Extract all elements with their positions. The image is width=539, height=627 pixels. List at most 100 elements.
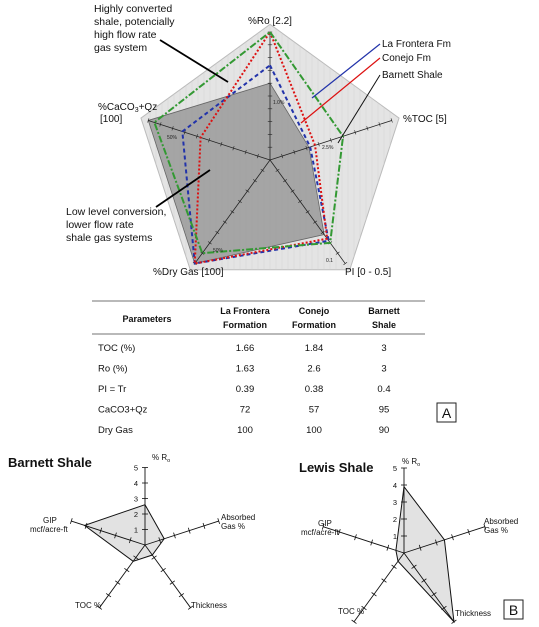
radar-axis-tick [237, 199, 242, 203]
table-cell: 95 [379, 405, 390, 416]
radar-axis-labels-top: %Ro [2.2] %TOC [5] PI [0 - 0.5] %Dry Gas… [98, 16, 447, 278]
radar-axis-tick [321, 523, 325, 530]
barnett-axis-label-toc: TOC % [75, 601, 101, 610]
annotation-low-conversion-1: Low level conversion, [66, 206, 166, 218]
table-row-label: Dry Gas [98, 425, 133, 436]
table-cell: 100 [237, 425, 253, 436]
lewis-axis-label-toc: TOC % [338, 607, 364, 616]
legend-label-barnett: Barnett Shale [382, 70, 443, 81]
table-row-label: CaCO3+Qz [98, 405, 148, 416]
radar-tick-label: 3 [134, 495, 138, 504]
radar-axes-top [147, 31, 393, 266]
radar-axis-tick [275, 168, 280, 172]
axis-label-ro: %Ro [2.2] [248, 16, 292, 27]
annotation-arrow-low [155, 169, 211, 208]
radar-axis-tick [290, 189, 295, 193]
series-la-frontera-fm [181, 63, 330, 265]
radar-axis-tick [305, 145, 308, 151]
legend-label-la-frontera: La Frontera Fm [382, 39, 451, 50]
barnett-axis-label-gip-1: GIP [43, 516, 57, 525]
table-header-barnett-1: Barnett [368, 306, 400, 316]
radar-area [83, 504, 165, 562]
axis-label-dry-gas: %Dry Gas [100] [153, 267, 224, 278]
table-cell: 3 [381, 364, 386, 375]
radar-axis-tick [451, 619, 457, 624]
axis-label-pi: PI [0 - 0.5] [345, 267, 391, 278]
radar-axis-tick [133, 555, 139, 560]
lewis-radar-body: 1 2 3 4 5 [321, 464, 487, 624]
table-cell: 0.39 [236, 384, 255, 395]
table-cell: 90 [379, 425, 390, 436]
table-cell: 1.66 [236, 343, 255, 354]
barnett-chart-title: Barnett Shale [8, 455, 92, 470]
radar-axis-tick [128, 537, 132, 544]
radar-chart-top: %Ro [2.2] %TOC [5] PI [0 - 0.5] %Dry Gas… [66, 3, 451, 278]
radar-axis-tick [354, 130, 357, 135]
radar-axis-tick [245, 189, 250, 193]
radar-axis-tick [371, 592, 377, 597]
radar-axis-tick [69, 518, 73, 525]
inner-tick-pi: 0.1 [326, 258, 333, 264]
radar-axis-tick [187, 605, 194, 610]
radar-axis-tick [207, 241, 212, 245]
lewis-axis-label-ro: % Ro [402, 457, 420, 468]
annotation-low-conversion-3: shale gas systems [66, 232, 152, 244]
radar-axis-tick [351, 619, 357, 624]
radar-axis-tick [418, 544, 422, 551]
radar-axis-tick [320, 230, 325, 235]
lewis-axis-label-thickness: Thickness [455, 609, 491, 618]
table-cell: 57 [309, 405, 320, 416]
table-header-barnett-2: Shale [372, 320, 396, 330]
radar-axis-tick [151, 555, 157, 560]
radar-axis-tick [159, 122, 162, 127]
radar-tick-label: 3 [393, 498, 397, 507]
radar-axis-tick [96, 605, 103, 610]
radar-axis-tick [215, 230, 220, 235]
table-row-label: TOC (%) [98, 343, 135, 354]
table-cell: 100 [306, 425, 322, 436]
radar-axis-line [144, 544, 191, 608]
legend-label-conejo: Conejo Fm [382, 53, 431, 64]
barnett-axis-label-ro: % Ro [152, 453, 170, 464]
radar-axis-tick [158, 537, 162, 544]
axis-label-caco3-max: [100] [100, 114, 122, 125]
radar-axis-line [71, 520, 146, 546]
table-cell: 0.38 [305, 384, 324, 395]
panel-label-a: A [442, 405, 452, 421]
radar-chart-lewis: Lewis Shale 1 2 3 4 5 % Ro Absorbed Gas % Th… [299, 457, 524, 624]
radar-axis-tick [329, 138, 332, 143]
radar-axis-tick [99, 527, 103, 534]
annotation-high-conversion-1: Highly converted [94, 3, 172, 15]
table-header-parameters: Parameters [122, 314, 171, 324]
table-header-la-frontera-1: La Frontera [220, 306, 271, 316]
radar-inner-tick-labels: 1.0% 2.5% 0.1 50% 50% [167, 100, 334, 264]
axis-label-caco3: %CaCO3+Qz [98, 102, 157, 114]
legend-leader-la-frontera [311, 43, 381, 99]
radar-axis-tick [305, 210, 310, 214]
inner-tick-toc: 2.5% [322, 145, 334, 151]
radar-tick-label: 4 [393, 481, 397, 490]
radar-axis-tick [217, 518, 221, 525]
radar-axis-tick [386, 544, 390, 551]
lewis-axis-label-absorbed-1: Absorbed [484, 517, 518, 526]
parameters-table: Parameters La Frontera Formation Conejo … [92, 300, 457, 436]
barnett-radar-body: 1 2 3 4 5 [69, 464, 221, 610]
radar-axis-tick [441, 605, 447, 611]
radar-axis-tick [335, 251, 340, 255]
radar-axis-tick [230, 210, 235, 214]
radar-axis-tick [298, 199, 303, 203]
radar-tick-label: 2 [134, 510, 138, 519]
radar-axis-tick [431, 592, 437, 597]
radar-axis-tick [381, 578, 387, 583]
legend-leader-conejo [300, 57, 381, 124]
series-barnett-shale [153, 30, 345, 255]
radar-axis-tick [84, 522, 88, 529]
table-header-la-frontera-2: Formation [223, 320, 267, 330]
radar-tick-label: 5 [134, 464, 138, 473]
radar-tick-label: 1 [393, 532, 397, 541]
radar-tick-label: 2 [393, 515, 397, 524]
barnett-axis-label-absorbed-1: Absorbed [221, 513, 255, 522]
radar-axis-tick [124, 567, 130, 573]
